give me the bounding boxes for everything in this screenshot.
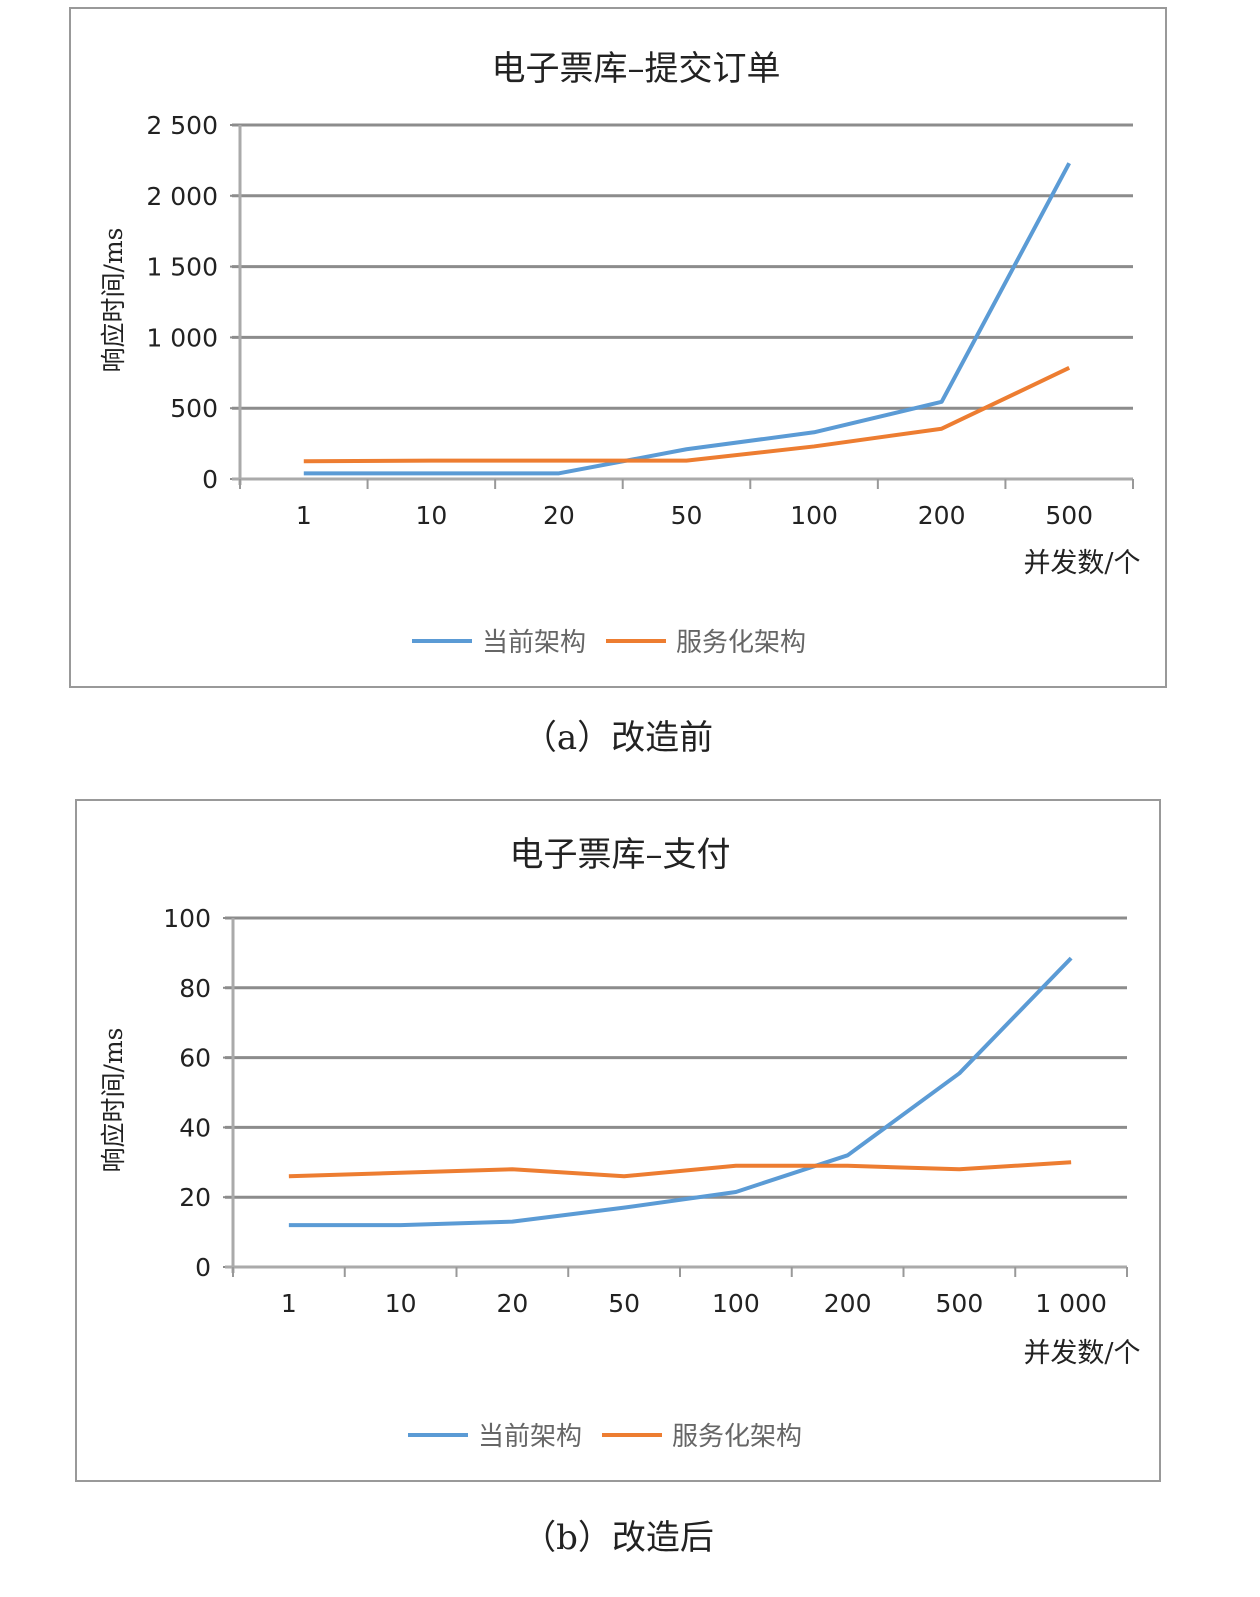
chart-frame	[75, 799, 1161, 1482]
x-tick-label: 200	[824, 1289, 872, 1318]
legend-label: 服务化架构	[676, 628, 806, 658]
y-tick-label: 40	[179, 1113, 211, 1142]
x-tick-label: 10	[415, 501, 447, 530]
legend-label: 服务化架构	[672, 1422, 802, 1452]
chart-a: 电子票库–提交订单 0 500 1 000 1 500 2 000 2 500 1 10 20 50…	[69, 7, 1167, 688]
y-tick-label: 2 000	[146, 182, 218, 211]
x-tick-label: 100	[790, 501, 838, 530]
y-axis-label: 响应时间/ms	[99, 1028, 128, 1173]
y-tick-label: 500	[170, 394, 218, 423]
x-tick-label: 1 000	[1035, 1289, 1107, 1318]
chart-title: 电子票库–提交订单	[492, 49, 781, 89]
y-tick-label: 2 500	[146, 111, 218, 140]
caption-a: （a）改造前	[522, 718, 714, 758]
x-tick-label: 500	[1045, 501, 1093, 530]
legend-label: 当前架构	[478, 1422, 582, 1452]
caption-b: （b）改造后	[522, 1518, 714, 1558]
y-tick-label: 100	[163, 904, 211, 933]
chart-frame	[69, 7, 1167, 688]
y-tick-label: 0	[195, 1253, 211, 1282]
x-axis-label: 并发数/个	[1023, 548, 1140, 579]
x-tick-label: 200	[918, 501, 966, 530]
y-tick-label: 1 500	[146, 253, 218, 282]
series-line-current	[288, 956, 1073, 1228]
x-tick-label: 50	[608, 1289, 640, 1318]
y-tick-label: 60	[179, 1044, 211, 1073]
y-tick-label: 1 000	[146, 323, 218, 352]
y-axis-label: 响应时间/ms	[99, 228, 128, 373]
x-tick-label: 50	[671, 501, 703, 530]
x-tick-label: 500	[936, 1289, 984, 1318]
chart-title: 电子票库–支付	[510, 835, 731, 875]
legend-label: 当前架构	[482, 628, 586, 658]
x-tick-label: 1	[296, 501, 312, 530]
chart-b: 电子票库–支付 0 20 40 60 80 100 1 10 20 50 100 200 500 1 000…	[75, 799, 1161, 1482]
y-tick-label: 0	[202, 465, 218, 494]
x-tick-label: 100	[712, 1289, 760, 1318]
y-tick-label: 80	[179, 974, 211, 1003]
x-tick-label: 20	[496, 1289, 528, 1318]
x-tick-label: 20	[543, 501, 575, 530]
x-axis-label: 并发数/个	[1023, 1338, 1140, 1369]
x-tick-label: 10	[385, 1289, 417, 1318]
series-line-service	[288, 1160, 1072, 1179]
x-tick-label: 1	[281, 1289, 297, 1318]
y-tick-label: 20	[179, 1183, 211, 1212]
